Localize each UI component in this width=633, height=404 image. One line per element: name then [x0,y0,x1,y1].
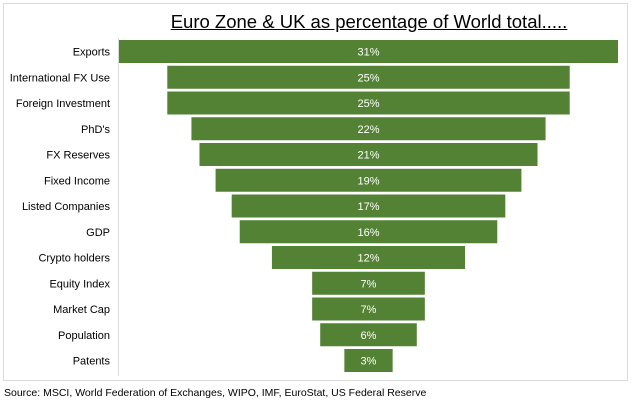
category-label-1: International FX Use [10,72,110,84]
bar-4 [199,143,538,166]
data-label-10: 7% [361,304,377,316]
category-label-7: GDP [86,227,110,239]
bar-1 [167,65,570,89]
category-label-2: Foreign Investment [16,98,110,110]
data-label-11: 6% [361,330,377,342]
category-label-3: PhD's [81,124,110,136]
data-label-9: 7% [361,278,377,290]
bar-9 [312,271,425,295]
bar-0 [119,40,618,63]
bar-5 [215,168,522,192]
category-label-9: Equity Index [49,278,110,290]
category-label-11: Population [58,330,110,342]
data-label-3: 22% [357,124,379,136]
category-label-4: FX Reserves [46,150,110,162]
bar-12 [344,349,393,372]
category-label-5: Fixed Income [44,175,110,187]
bar-7 [239,220,498,244]
chart-title: Euro Zone & UK as percentage of World to… [170,11,568,32]
data-label-8: 12% [357,253,379,265]
data-label-4: 21% [357,150,379,162]
category-label-8: Crypto holders [38,253,110,265]
data-label-0: 31% [357,47,379,59]
bar-3 [191,117,546,141]
data-label-2: 25% [357,98,379,110]
bar-10 [312,297,425,321]
bar-6 [231,194,506,218]
bar-8 [271,246,466,269]
category-label-12: Patents [73,356,111,368]
data-label-1: 25% [357,72,379,84]
category-label-0: Exports [73,47,111,59]
category-label-10: Market Cap [53,304,110,316]
bar-11 [320,323,417,347]
bar-2 [167,91,570,115]
data-label-6: 17% [357,201,379,213]
data-label-12: 3% [361,356,377,368]
chart-frame [3,3,628,381]
data-label-5: 19% [357,175,379,187]
source-note: Source: MSCI, World Federation of Exchan… [4,387,427,399]
data-label-7: 16% [357,227,379,239]
category-label-6: Listed Companies [22,201,111,213]
